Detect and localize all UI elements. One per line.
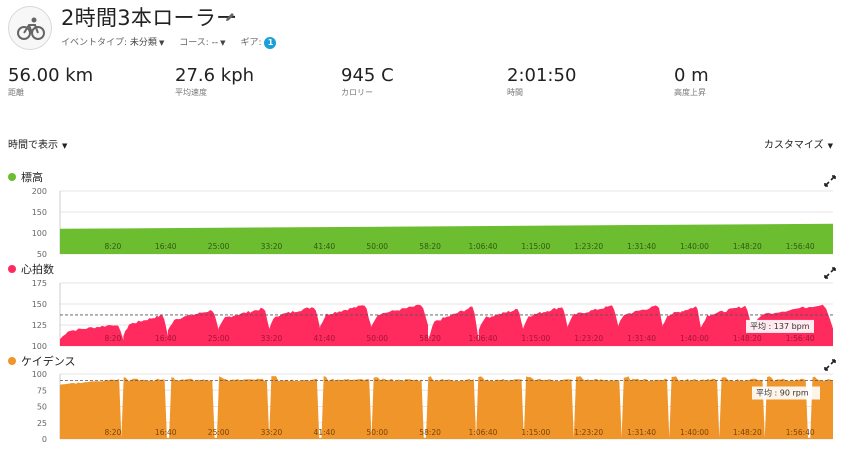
elevation-chart-title: 標高 [8, 169, 43, 185]
svg-text:平均 : 137 bpm: 平均 : 137 bpm [750, 321, 810, 331]
y-tick-label: 50 [37, 403, 47, 412]
x-tick-label: 58:20 [419, 428, 441, 437]
x-tick-label: 33:20 [261, 242, 283, 251]
x-tick-label: 1:48:20 [733, 428, 762, 437]
x-tick-label: 58:20 [419, 334, 441, 343]
y-tick-label: 125 [32, 321, 47, 330]
y-tick-label: 25 [37, 419, 47, 428]
y-tick-label: 0 [42, 435, 47, 443]
activity-meta: イベントタイプ: 未分類 ▼ コース: -- ▼ ギア: 1 [61, 35, 288, 49]
x-tick-label: 1:23:20 [574, 334, 603, 343]
cadence-chart: 100 75 50 25 0 8:20 16:40 25:00 33:20 41:40 50:00 5… [32, 370, 833, 443]
heart-rate-area [60, 304, 833, 346]
stat-elevation-gain: 0 m 高度上昇 [674, 65, 709, 97]
x-tick-label: 1:31:40 [627, 334, 656, 343]
cadence-chart-title: ケイデンス [8, 353, 76, 369]
x-tick-label: 41:40 [314, 334, 336, 343]
y-tick-label: 150 [32, 208, 47, 217]
y-tick-label: 100 [32, 370, 47, 379]
x-tick-label: 1:06:40 [469, 428, 498, 437]
x-tick-label: 1:31:40 [627, 428, 656, 437]
x-tick-label: 41:40 [314, 242, 336, 251]
x-tick-label: 25:00 [208, 334, 230, 343]
stat-distance: 56.00 km 距離 [8, 65, 94, 97]
heart-rate-chart: 175 150 125 100 8:20 16:40 25:00 33:20 41:40 50:0… [32, 279, 833, 349]
x-tick-label: 1:15:00 [521, 428, 550, 437]
caret-down-icon: ▼ [827, 142, 833, 150]
expand-icon[interactable] [824, 264, 836, 279]
caret-down-icon: ▼ [158, 39, 165, 47]
y-tick-label: 175 [32, 279, 47, 288]
x-tick-label: 58:20 [419, 242, 441, 251]
stat-avg-speed: 27.6 kph 平均速度 [175, 65, 255, 97]
expand-icon[interactable] [824, 356, 836, 371]
x-tick-label: 1:56:40 [786, 428, 815, 437]
x-tick-label: 1:56:40 [786, 334, 815, 343]
caret-down-icon: ▼ [62, 142, 68, 150]
y-tick-label: 150 [32, 300, 47, 309]
x-tick-label: 1:56:40 [786, 242, 815, 251]
y-tick-label: 75 [37, 386, 47, 395]
y-tick-label: 100 [32, 342, 47, 349]
x-tick-label: 1:40:00 [680, 428, 709, 437]
cadence-area [60, 376, 833, 439]
heart-rate-dot [8, 265, 16, 273]
x-tick-label: 41:40 [314, 428, 336, 437]
x-tick-label: 8:20 [104, 334, 121, 343]
x-tick-label: 1:40:00 [680, 334, 709, 343]
customize-dropdown[interactable]: カスタマイズ ▼ [763, 140, 833, 151]
x-tick-label: 1:23:20 [574, 242, 603, 251]
elevation-chart: 200 150 100 50 8:20 16:40 25:00 33:20 41:40 50:00… [32, 187, 833, 257]
elevation-area [60, 223, 833, 254]
x-tick-label: 8:20 [104, 242, 121, 251]
heart-rate-chart-title: 心拍数 [8, 261, 54, 277]
caret-down-icon: ▼ [220, 39, 226, 47]
x-tick-label: 25:00 [208, 428, 230, 437]
y-tick-label: 100 [32, 229, 47, 238]
x-tick-label: 33:20 [261, 334, 283, 343]
x-tick-label: 16:40 [155, 334, 177, 343]
view-mode-dropdown[interactable]: 時間で表示 ▼ [8, 140, 68, 151]
x-tick-label: 1:15:00 [521, 242, 550, 251]
stat-time: 2:01:50 時間 [507, 65, 577, 97]
elevation-dot [8, 173, 16, 181]
expand-icon[interactable] [824, 172, 836, 187]
x-tick-label: 16:40 [155, 428, 177, 437]
x-tick-label: 8:20 [104, 428, 121, 437]
bicycle-icon [17, 17, 45, 40]
gear-selector[interactable]: ギア: 1 [240, 36, 277, 49]
x-tick-label: 50:00 [366, 428, 388, 437]
activity-type-avatar [8, 6, 52, 50]
x-tick-label: 50:00 [366, 242, 388, 251]
y-tick-label: 50 [37, 250, 47, 257]
course-selector[interactable]: コース: -- ▼ [179, 38, 226, 48]
x-tick-label: 50:00 [366, 334, 388, 343]
pencil-icon[interactable] [224, 8, 236, 27]
x-tick-label: 1:48:20 [733, 242, 762, 251]
x-tick-label: 1:48:20 [733, 334, 762, 343]
average-label: 平均 : 90 rpm [752, 386, 820, 400]
x-tick-label: 1:06:40 [469, 334, 498, 343]
x-tick-label: 16:40 [155, 242, 177, 251]
stat-calories: 945 C カロリー [341, 65, 394, 97]
x-tick-label: 25:00 [208, 242, 230, 251]
x-tick-label: 1:06:40 [469, 242, 498, 251]
x-tick-label: 1:40:00 [680, 242, 709, 251]
x-tick-label: 1:31:40 [627, 242, 656, 251]
x-tick-label: 1:23:20 [574, 428, 603, 437]
x-tick-label: 33:20 [261, 428, 283, 437]
svg-text:平均 : 90 rpm: 平均 : 90 rpm [756, 388, 809, 398]
cadence-dot [8, 357, 16, 365]
event-type-selector[interactable]: イベントタイプ: 未分類 ▼ [61, 38, 165, 48]
activity-title: 2時間3本ローラー [61, 6, 238, 30]
y-tick-label: 200 [32, 187, 47, 196]
average-label: 平均 : 137 bpm [746, 319, 814, 333]
x-tick-label: 1:15:00 [521, 334, 550, 343]
gear-count-badge: 1 [264, 36, 277, 49]
